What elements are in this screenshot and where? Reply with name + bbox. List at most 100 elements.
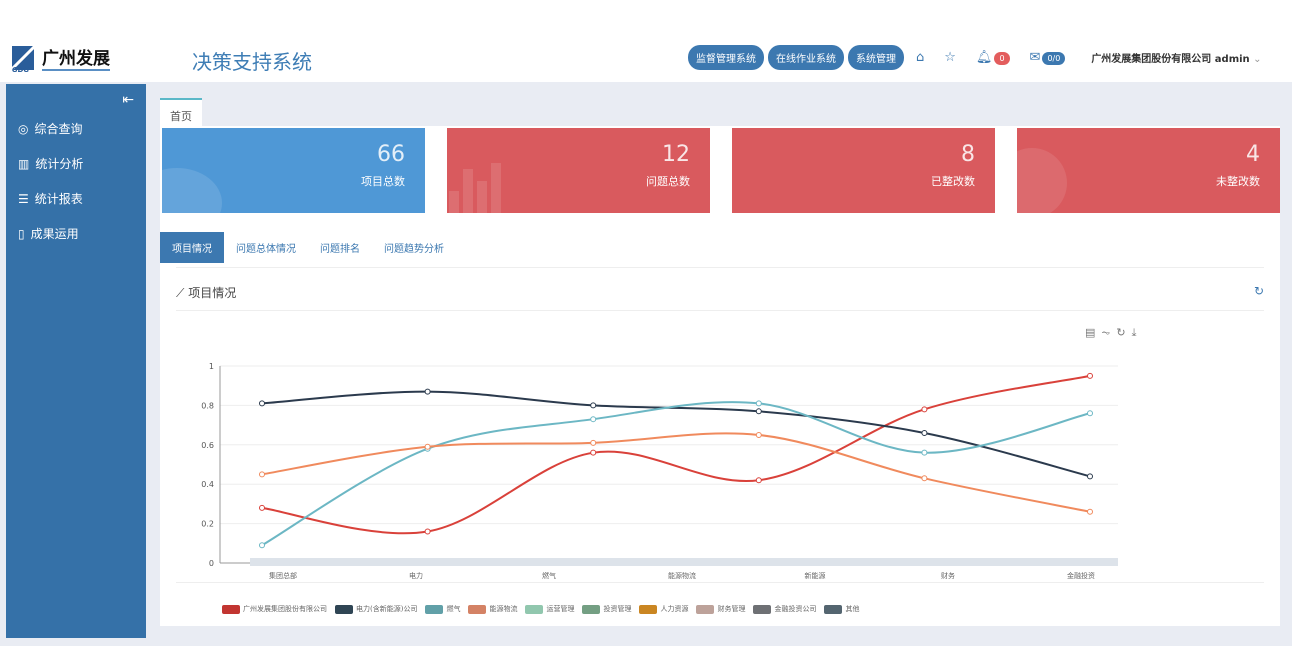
logo-mark-icon xyxy=(12,45,34,70)
card-value: 8 xyxy=(961,142,975,167)
chart-toolbox: ▤⏦↻⤓ xyxy=(1085,326,1143,340)
bell-icon[interactable]: 🔔︎ 0 xyxy=(976,50,1010,65)
card-label: 项目总数 xyxy=(361,175,405,188)
legend-item[interactable]: 能源物流 xyxy=(468,604,517,614)
legend-item[interactable]: 人力资源 xyxy=(639,604,688,614)
sidebar: ⇤ ◎ 综合查询 ▥ 统计分析 ☰ 统计报表 ▯ 成果运用 xyxy=(6,84,146,638)
collapse-icon[interactable]: ⇤ xyxy=(122,92,134,108)
data-point xyxy=(424,388,431,395)
tab-bar: 首页 xyxy=(160,98,202,126)
data-point xyxy=(755,408,762,415)
data-point xyxy=(755,431,762,438)
nav-system-button[interactable]: 系统管理 xyxy=(848,45,904,70)
chevron-down-icon: ⌄ xyxy=(1253,54,1262,65)
data-point xyxy=(921,475,928,482)
message-badge: 0/0 xyxy=(1042,52,1066,65)
series-line xyxy=(261,432,1091,513)
x-tick-label: 燃气 xyxy=(542,571,556,580)
subtab-trend[interactable]: 问题趋势分析 xyxy=(384,244,444,255)
compass-icon: ◎ xyxy=(18,121,29,136)
card-fixed[interactable]: 8 已整改数 xyxy=(732,128,995,213)
card-label: 问题总数 xyxy=(646,175,690,188)
data-point xyxy=(259,542,265,549)
nav-supervision-button[interactable]: 监督管理系统 xyxy=(688,45,764,70)
bar-decor-icon xyxy=(449,163,501,213)
legend-swatch xyxy=(753,604,772,614)
subtab-projects[interactable]: 项目情况 xyxy=(160,232,224,263)
star-icon[interactable]: ☆ xyxy=(944,50,956,65)
legend-item[interactable]: 运营管理 xyxy=(525,604,574,614)
card-value: 4 xyxy=(1246,142,1260,167)
tab-home[interactable]: 首页 xyxy=(160,98,202,126)
sidebar-item-reports[interactable]: ☰ 统计报表 xyxy=(18,190,83,207)
card-unfixed[interactable]: 4 未整改数 xyxy=(1017,128,1280,213)
card-label: 未整改数 xyxy=(1216,175,1260,188)
card-projects[interactable]: 66 项目总数 xyxy=(162,128,425,213)
system-title: 决策支持系统 xyxy=(192,50,312,74)
data-point xyxy=(921,449,928,456)
legend-swatch xyxy=(696,604,715,614)
main-panel: 66 项目总数 12 问题总数 8 已整改数 4 未整改数 项目情况 问题总体情… xyxy=(160,126,1280,626)
sidebar-item-results[interactable]: ▯ 成果运用 xyxy=(18,225,79,242)
sidebar-item-label: 成果运用 xyxy=(30,227,79,241)
y-tick-label: 0.2 xyxy=(201,520,214,529)
legend-item[interactable]: 电力(含新能源)公司 xyxy=(335,604,417,614)
inbox-icon[interactable]: ✉ 0/0 xyxy=(1030,50,1066,65)
data-view-icon[interactable]: ▤ xyxy=(1085,326,1102,339)
y-tick-label: 0.4 xyxy=(201,480,214,489)
data-point xyxy=(755,400,762,407)
data-point xyxy=(1087,372,1093,379)
data-point xyxy=(921,429,928,436)
card-label: 已整改数 xyxy=(931,175,975,188)
subtab-ranking[interactable]: 问题排名 xyxy=(320,244,360,255)
document-icon: ▯ xyxy=(18,226,25,241)
data-point xyxy=(1087,473,1093,480)
sidebar-item-analysis[interactable]: ▥ 统计分析 xyxy=(18,155,83,172)
download-icon[interactable]: ⤓ xyxy=(1131,326,1143,339)
sidebar-item-query[interactable]: ◎ 综合查询 xyxy=(18,120,83,137)
legend-swatch xyxy=(425,604,444,614)
card-value: 66 xyxy=(377,142,405,167)
data-point xyxy=(921,406,928,413)
data-point xyxy=(259,400,265,407)
legend-label: 其他 xyxy=(845,605,860,613)
nav-online-button[interactable]: 在线作业系统 xyxy=(768,45,844,70)
card-issues[interactable]: 12 问题总数 xyxy=(447,128,710,213)
legend-label: 能源物流 xyxy=(489,605,518,613)
notification-badge: 0 xyxy=(994,52,1010,65)
legend-label: 财务管理 xyxy=(717,605,746,613)
legend-swatch xyxy=(335,604,353,614)
legend-label: 电力(含新能源)公司 xyxy=(356,605,418,613)
legend-item[interactable]: 财务管理 xyxy=(696,604,745,614)
x-tick-label: 能源物流 xyxy=(668,571,696,580)
y-tick-label: 0.6 xyxy=(201,441,214,450)
sub-tabs: 项目情况 问题总体情况 问题排名 问题趋势分析 xyxy=(160,232,456,263)
data-point xyxy=(590,402,597,409)
legend-item[interactable]: 金融投资公司 xyxy=(753,604,816,614)
panel-title: ⟋ 项目情况 xyxy=(176,284,236,301)
x-tick-label: 金融投资 xyxy=(1067,571,1095,580)
x-tick-label: 新能源 xyxy=(805,571,826,580)
refresh-icon[interactable]: ↻ xyxy=(1253,284,1264,298)
restore-icon[interactable]: ↻ xyxy=(1116,326,1132,339)
legend-item[interactable]: 投资管理 xyxy=(582,604,631,614)
subtab-overall[interactable]: 问题总体情况 xyxy=(236,244,296,255)
legend-item[interactable]: 广州发展集团股份有限公司 xyxy=(222,604,327,614)
card-value: 12 xyxy=(662,142,690,167)
user-name: 广州发展集团股份有限公司 admin xyxy=(1091,54,1250,65)
logo-text: 广州发展 xyxy=(42,44,110,71)
data-point xyxy=(424,443,431,450)
line-switch-icon[interactable]: ⏦ xyxy=(1101,326,1117,339)
series-line xyxy=(261,401,1091,547)
legend-swatch xyxy=(824,604,843,614)
legend-swatch xyxy=(468,604,487,614)
home-icon[interactable]: ⌂ xyxy=(916,50,925,65)
legend-label: 金融投资公司 xyxy=(774,605,817,613)
legend-item[interactable]: 其他 xyxy=(824,604,859,614)
legend-item[interactable]: 燃气 xyxy=(425,604,460,614)
user-menu[interactable]: 广州发展集团股份有限公司 admin ⌄ xyxy=(1091,50,1261,65)
divider xyxy=(176,582,1264,583)
data-point xyxy=(259,504,265,511)
data-point xyxy=(590,449,597,456)
x-tick-label: 集团总部 xyxy=(269,571,297,580)
